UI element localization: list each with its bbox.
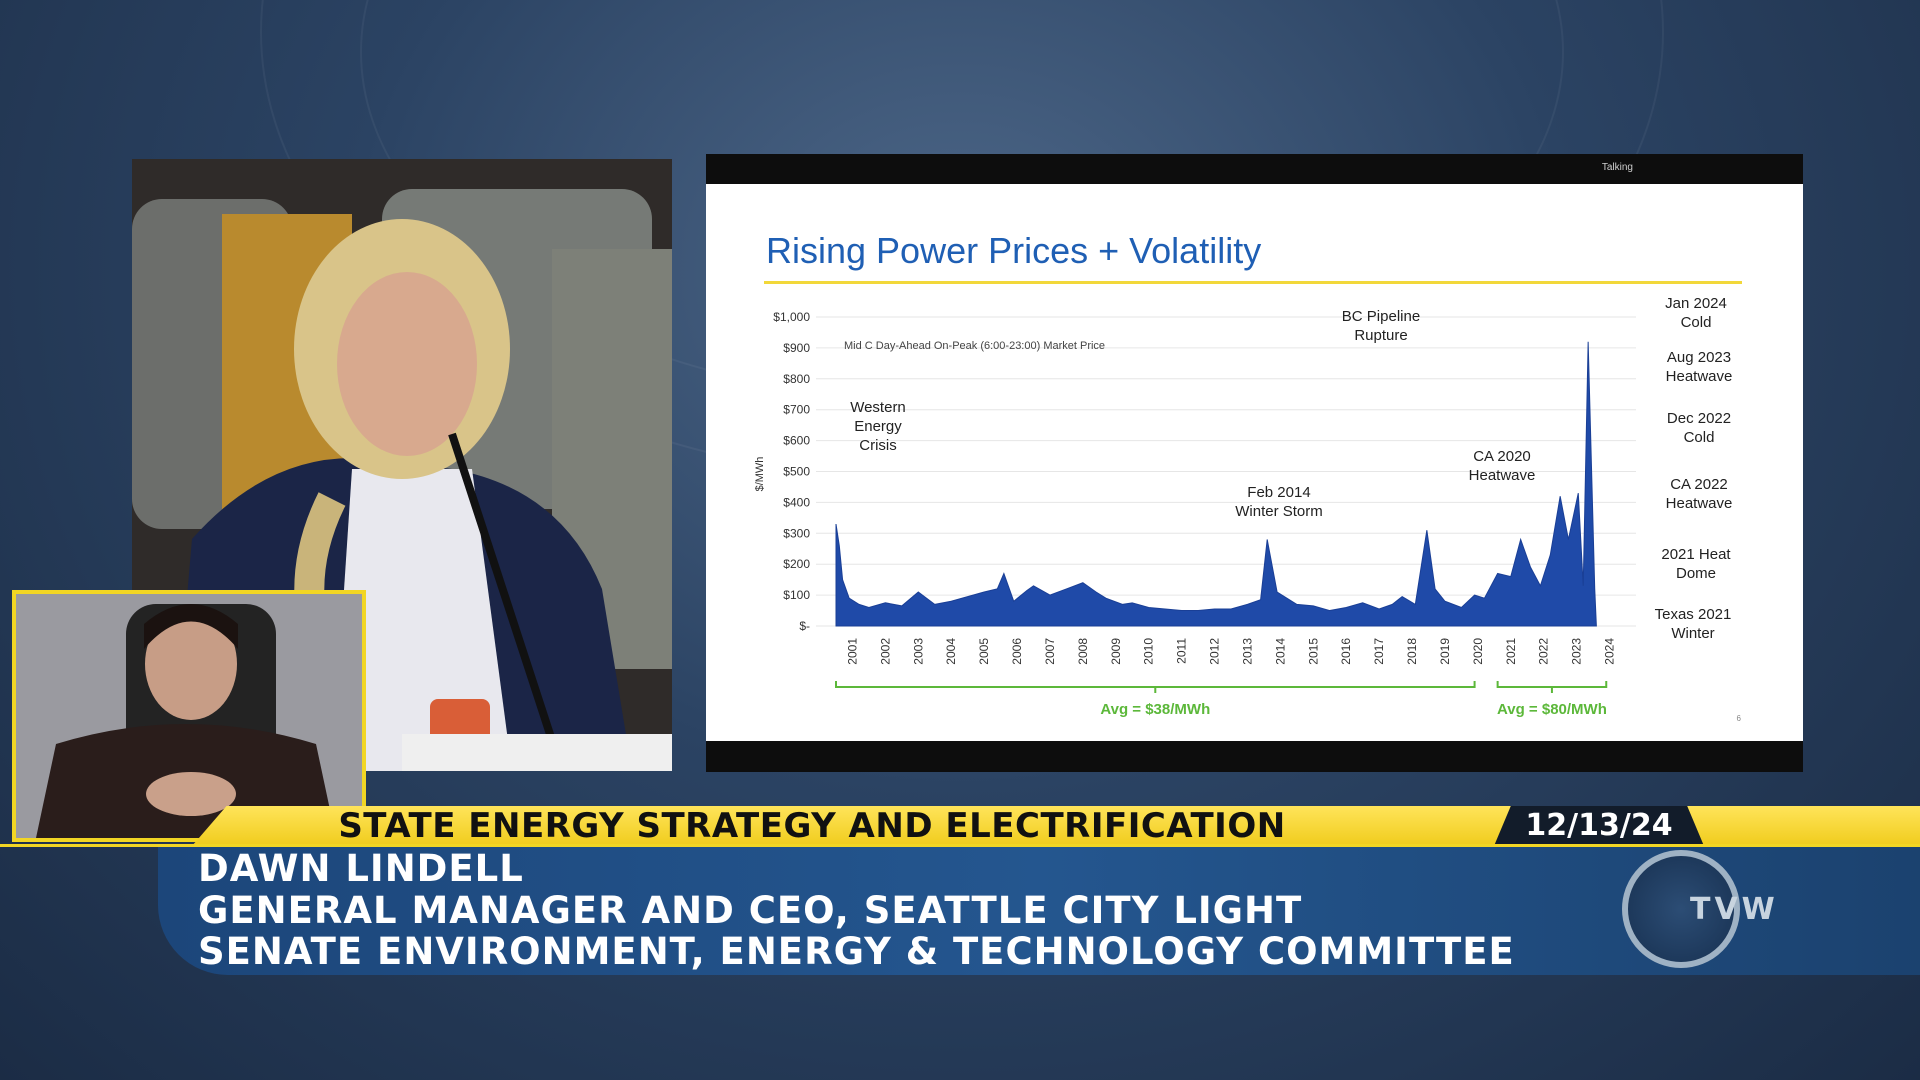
price-chart: $1,000 $900 $800 $700 $600 $500 $400 $300 $200 $1… bbox=[754, 295, 1733, 718]
event-annotation: Texas 2021 Winter bbox=[1655, 606, 1732, 642]
event-annotation: Jan 2024 Cold bbox=[1665, 295, 1727, 331]
x-tick-label: 2023 bbox=[1570, 638, 1584, 665]
x-tick-label: 2014 bbox=[1273, 638, 1287, 665]
event-annotation: 2021 Heat Dome bbox=[1661, 546, 1731, 582]
y-tick-label: $300 bbox=[783, 526, 810, 540]
x-tick-label: 2003 bbox=[911, 638, 925, 665]
x-tick-label: 2011 bbox=[1175, 638, 1189, 664]
x-tick-label: 2001 bbox=[845, 638, 859, 665]
average-label: Avg = $38/MWh bbox=[1100, 701, 1210, 718]
event-annotation: CA 2020 Heatwave bbox=[1469, 448, 1536, 484]
x-tick-label: 2022 bbox=[1537, 638, 1551, 665]
event-annotation: Western Energy Crisis bbox=[850, 399, 906, 454]
x-tick-label: 2009 bbox=[1109, 638, 1123, 665]
y-tick-label: $- bbox=[799, 619, 810, 633]
y-tick-label: $100 bbox=[783, 588, 810, 602]
y-tick-label: $200 bbox=[783, 557, 810, 571]
event-annotation: Aug 2023 Heatwave bbox=[1666, 349, 1733, 385]
presentation-slide: Rising Power Prices + Volatility $1,000 $… bbox=[706, 184, 1803, 741]
x-tick-label: 2024 bbox=[1603, 638, 1617, 665]
y-tick-label: $600 bbox=[783, 434, 810, 448]
y-tick-label: $1,000 bbox=[773, 310, 810, 324]
x-tick-label: 2013 bbox=[1240, 638, 1254, 665]
x-tick-label: 2008 bbox=[1076, 638, 1090, 665]
sign-language-interpreter-video bbox=[12, 590, 366, 842]
tvw-logo-text: TVW bbox=[1690, 892, 1779, 927]
speaker-video bbox=[132, 159, 672, 771]
x-tick-label: 2012 bbox=[1208, 638, 1222, 665]
tvw-logo-icon bbox=[1622, 850, 1740, 968]
hearing-topic: STATE ENERGY STRATEGY AND ELECTRIFICATIO… bbox=[338, 806, 1286, 846]
event-annotation: BC Pipeline Rupture bbox=[1342, 308, 1420, 344]
event-annotation: CA 2022 Heatwave bbox=[1666, 476, 1733, 512]
x-tick-label: 2004 bbox=[944, 638, 958, 665]
y-tick-label: $500 bbox=[783, 465, 810, 479]
date-tab bbox=[1494, 806, 1704, 846]
average-bracket bbox=[1496, 681, 1608, 693]
x-tick-label: 2010 bbox=[1142, 638, 1156, 665]
y-tick-label: $800 bbox=[783, 372, 810, 386]
y-tick-label: $400 bbox=[783, 495, 810, 509]
y-axis-label: $/MWh bbox=[754, 457, 766, 492]
speaker-title: GENERAL MANAGER AND CEO, SEATTLE CITY LI… bbox=[198, 889, 1303, 932]
x-tick-label: 2019 bbox=[1438, 638, 1452, 665]
x-tick-label: 2016 bbox=[1339, 638, 1353, 665]
x-tick-label: 2018 bbox=[1405, 638, 1419, 665]
talking-indicator: Talking bbox=[1601, 162, 1633, 173]
x-tick-label: 2005 bbox=[977, 638, 991, 665]
committee-name: SENATE ENVIRONMENT, ENERGY & TECHNOLOGY … bbox=[198, 930, 1515, 973]
y-tick-label: $700 bbox=[783, 403, 810, 417]
chart-subtitle: Mid C Day-Ahead On-Peak (6:00-23:00) Mar… bbox=[844, 340, 1105, 352]
event-annotation: Dec 2022 Cold bbox=[1667, 410, 1731, 446]
speaker-name: DAWN LINDELL bbox=[198, 847, 524, 890]
lower-third-divider bbox=[0, 844, 1920, 847]
price-series-area bbox=[835, 341, 1597, 627]
x-tick-label: 2002 bbox=[878, 638, 892, 665]
x-tick-label: 2021 bbox=[1504, 638, 1518, 665]
x-tick-label: 2007 bbox=[1043, 638, 1057, 665]
average-label: Avg = $80/MWh bbox=[1497, 701, 1607, 718]
slide-page-number: 6 bbox=[1736, 714, 1741, 723]
x-tick-label: 2017 bbox=[1372, 638, 1386, 665]
x-tick-label: 2015 bbox=[1306, 638, 1320, 665]
x-tick-label: 2020 bbox=[1471, 638, 1485, 665]
y-tick-label: $900 bbox=[783, 341, 810, 355]
x-tick-label: 2006 bbox=[1010, 638, 1024, 665]
broadcast-date: 12/13/24 bbox=[1525, 808, 1673, 843]
title-underline bbox=[764, 281, 1742, 284]
slide-title: Rising Power Prices + Volatility bbox=[766, 230, 1262, 271]
presentation-slide-frame: Talking Rising Power Prices + Volatility… bbox=[706, 154, 1803, 772]
event-annotation: Feb 2014 Winter Storm bbox=[1235, 484, 1323, 520]
average-bracket bbox=[835, 681, 1476, 693]
